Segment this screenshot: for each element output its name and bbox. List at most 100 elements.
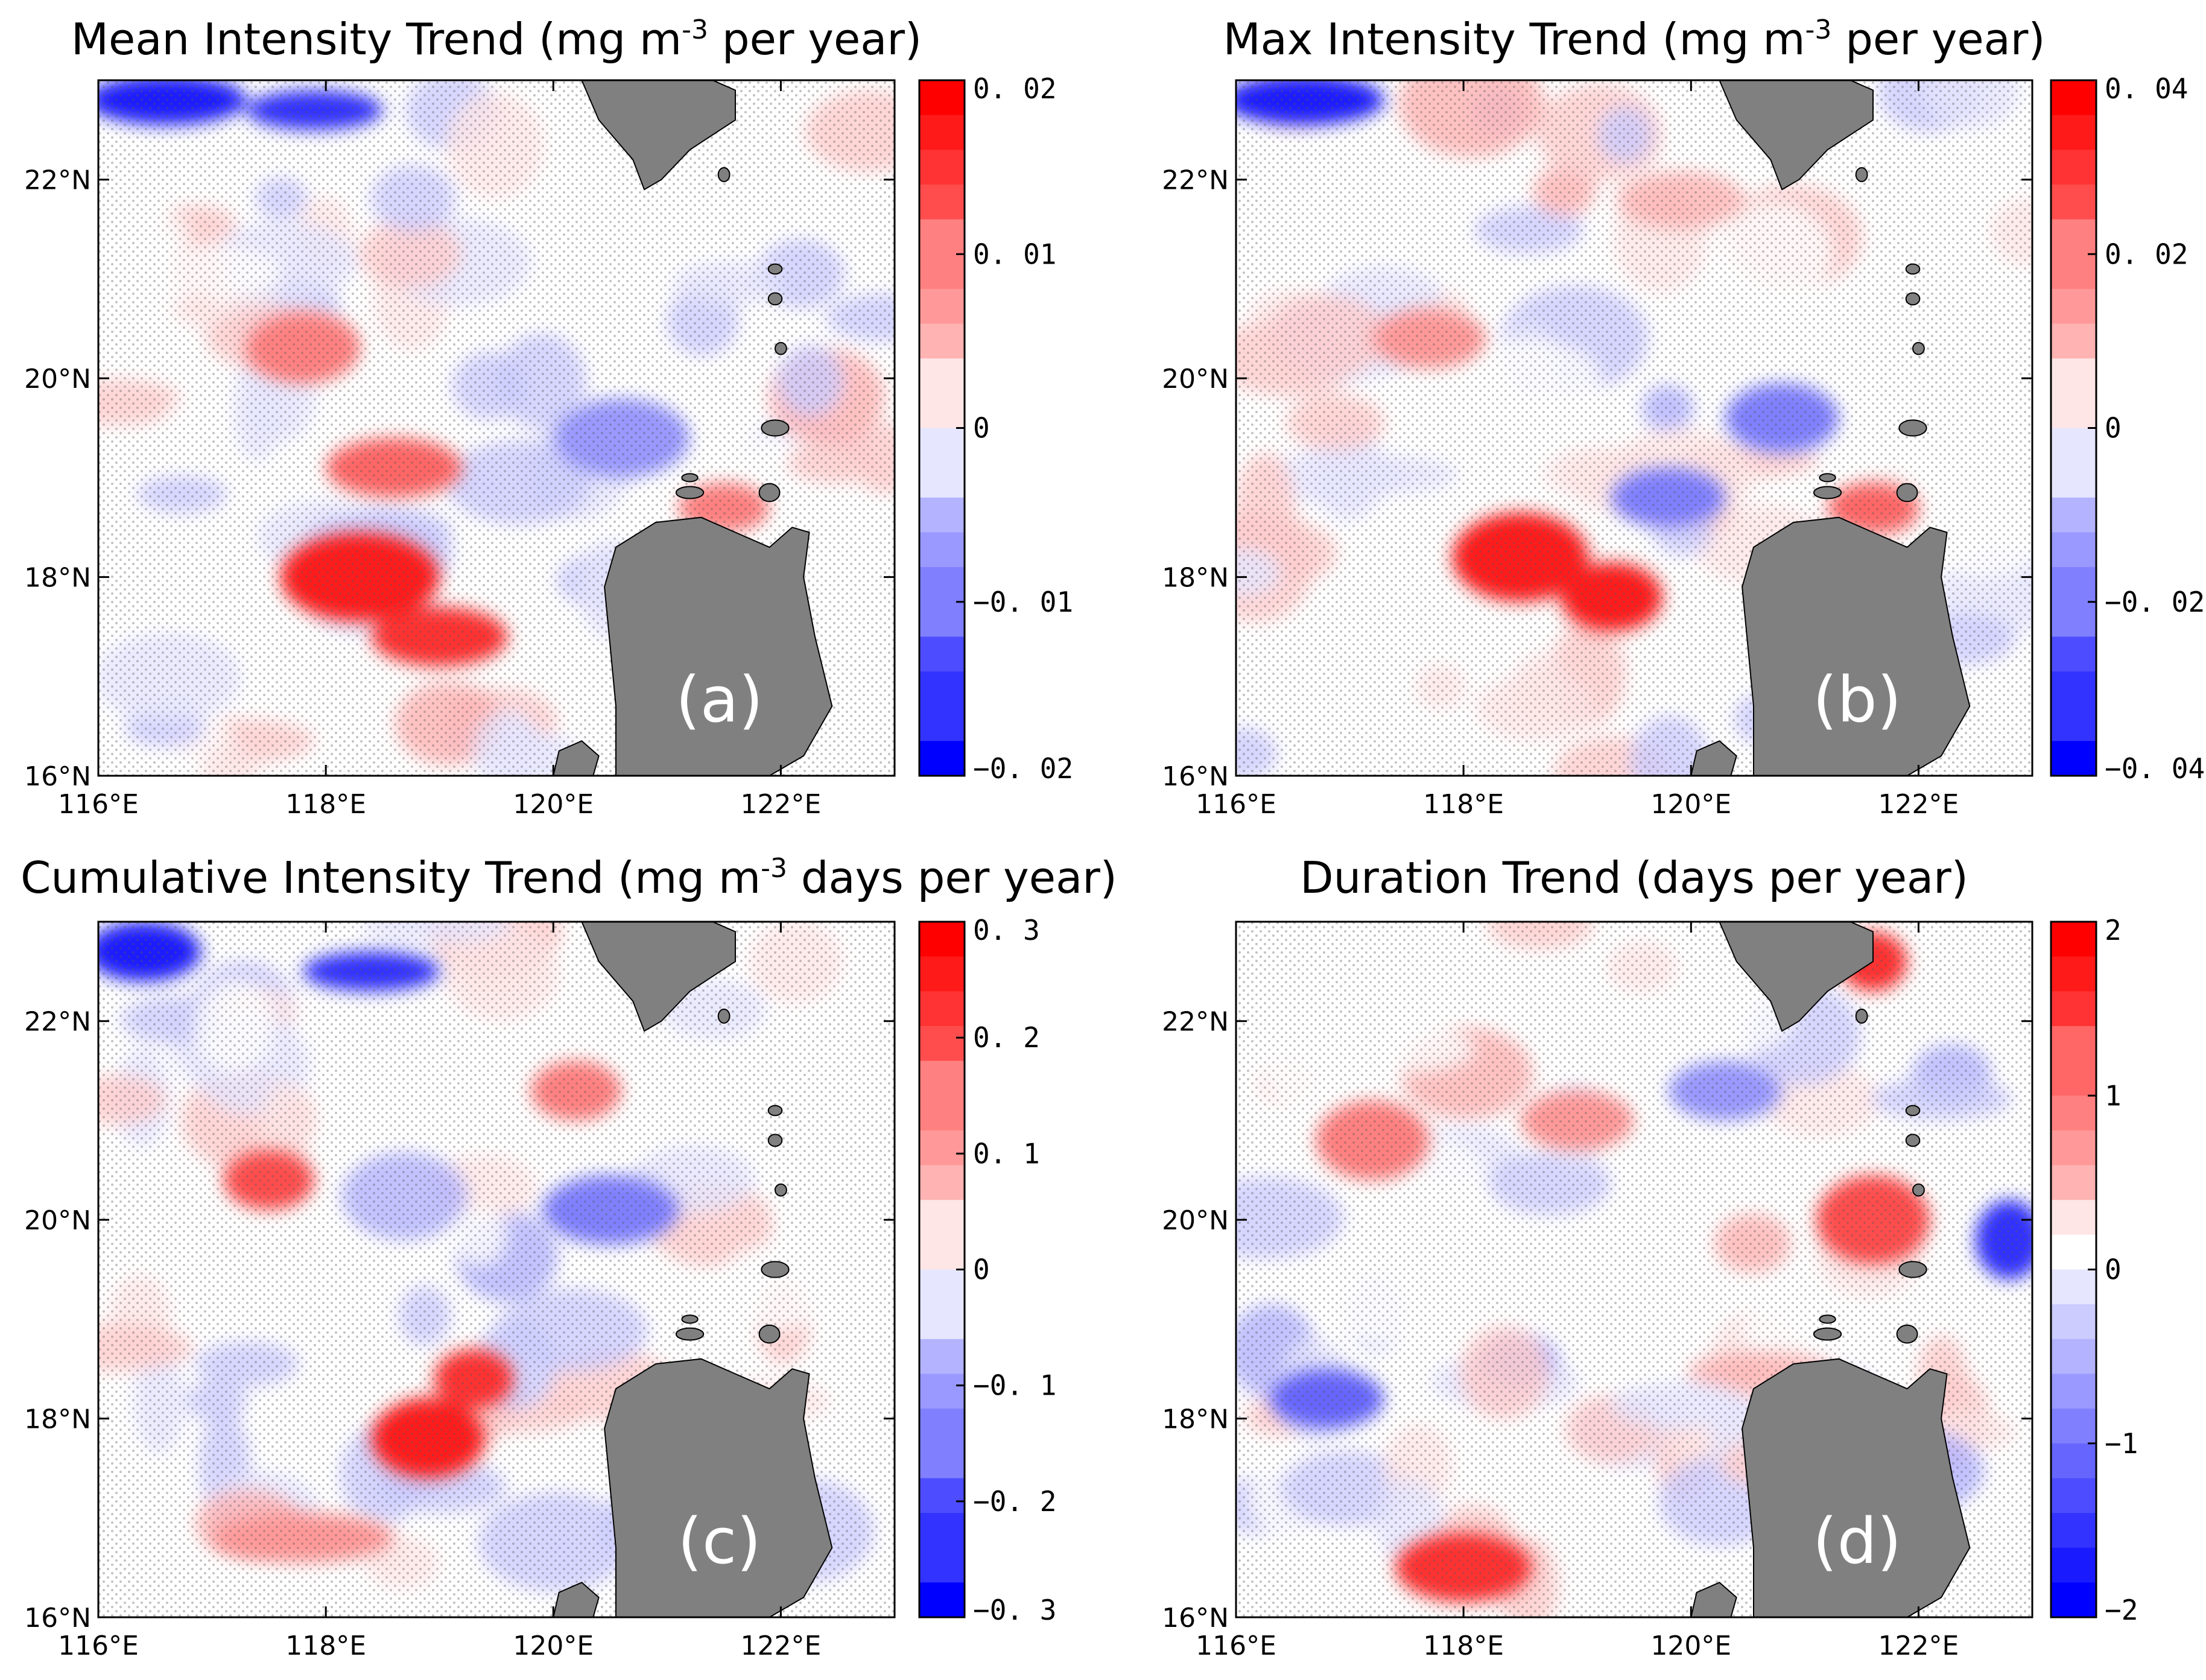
colorbar-segment: [919, 706, 965, 741]
colorbar-segment: [919, 567, 965, 603]
colorbar-segment: [2051, 358, 2096, 394]
map-frame: [1235, 79, 2033, 777]
colorbar-segment: [2051, 184, 2096, 220]
colorbar-segment: [919, 1095, 965, 1131]
colorbar-segment: [2051, 1478, 2096, 1514]
colorbar-segment: [919, 393, 965, 429]
colorbar-tick-label: 0. 02: [973, 72, 1056, 105]
lat-tick-label: 22°N: [1162, 165, 1229, 196]
land-mass: [1690, 1582, 1737, 1617]
colorbar-tick-label: −2: [2105, 1594, 2138, 1626]
colorbar-tick-label: 0. 3: [973, 914, 1040, 946]
lat-tick-label: 20°N: [24, 364, 91, 395]
lon-tick-label: 116°E: [58, 1631, 139, 1661]
colorbar-segment: [919, 219, 965, 255]
panel-letter: (d): [1813, 1504, 1901, 1578]
land-mass: [1742, 516, 1971, 776]
colorbar-segment: [919, 1478, 965, 1514]
island: [767, 1105, 783, 1117]
colorbar-segment: [2051, 956, 2096, 992]
colorbar-segment: [919, 80, 965, 116]
colorbar-segment: [2051, 115, 2096, 150]
land-mass: [1719, 922, 1874, 1032]
colorbar-segment: [919, 1304, 965, 1340]
colorbar: 2 1 0 −1 −2: [2050, 914, 2138, 1626]
colorbar-segment: [919, 532, 965, 568]
island: [1905, 1133, 1921, 1147]
lon-tick-label: 118°E: [1423, 789, 1504, 820]
panel-d-title: Duration Trend (days per year): [1300, 852, 1968, 903]
colorbar-tick-label: 0. 2: [973, 1021, 1040, 1054]
lat-tick-label: 22°N: [24, 1007, 91, 1038]
colorbar-segment: [919, 1025, 965, 1062]
lon-tick-label: 116°E: [1196, 1631, 1276, 1661]
island: [1813, 486, 1842, 499]
colorbar-segment: [919, 1234, 965, 1270]
lat-tick-label: 20°N: [24, 1205, 91, 1236]
map-frame: [97, 79, 896, 777]
colorbar-segment: [2051, 1165, 2096, 1200]
colorbar-segment: [919, 1200, 965, 1235]
lat-tick-label: 16°N: [24, 1603, 91, 1634]
panel-a: Mean Intensity Trend (mg m-3 per year) 1…: [24, 14, 1073, 820]
panel-c: Cumulative Intensity Trend (mg m-3 days …: [21, 852, 1117, 1661]
island: [1855, 166, 1868, 183]
colorbar-segment: [2051, 1374, 2096, 1409]
land-mass: [581, 80, 736, 191]
lon-tick-label: 118°E: [285, 789, 366, 820]
colorbar-segment: [919, 1443, 965, 1479]
island: [761, 1261, 790, 1278]
colorbar-segment: [2051, 1200, 2096, 1235]
colorbar-tick-label: −0. 02: [973, 752, 1073, 785]
lon-tick-label: 118°E: [1423, 1631, 1504, 1661]
colorbar-segment: [2051, 636, 2096, 672]
island: [758, 483, 781, 502]
colorbar-segment: [2051, 497, 2096, 533]
colorbar-segment: [919, 922, 965, 957]
lat-tick-label: 18°N: [24, 1404, 91, 1435]
colorbar-segment: [2051, 567, 2096, 603]
island: [1896, 483, 1918, 502]
island: [675, 486, 705, 499]
island: [1905, 292, 1921, 306]
panel-b-title: Max Intensity Trend (mg m-3 per year): [1223, 14, 2046, 65]
colorbar-segment: [919, 463, 965, 498]
island: [758, 1324, 781, 1344]
map-area: [98, 80, 895, 776]
colorbar-segment: [919, 1374, 965, 1409]
colorbar-segment: [2051, 1513, 2096, 1548]
colorbar-segment: [2051, 1547, 2096, 1583]
map-area: [1236, 80, 2032, 776]
colorbar-segment: [919, 288, 965, 325]
colorbar-segment: [2051, 706, 2096, 741]
colorbar-segment: [919, 254, 965, 290]
colorbar-segment: [2051, 1269, 2096, 1305]
colorbar: 0. 02 0. 01 0 −0. 01 −0. 02: [918, 72, 1073, 785]
colorbar-segment: [919, 428, 965, 463]
colorbar-segment: [2051, 288, 2096, 325]
colorbar-segment: [919, 1130, 965, 1166]
colorbar-segment: [919, 1409, 965, 1444]
island: [675, 1327, 705, 1341]
land-mass: [604, 516, 833, 776]
colorbar-tick-label: 1: [2105, 1079, 2122, 1112]
colorbar-segment: [2051, 1130, 2096, 1166]
colorbar-segment: [2051, 1443, 2096, 1479]
lat-tick-label: 20°N: [1162, 1205, 1229, 1236]
colorbar-tick-label: −0. 1: [973, 1369, 1056, 1402]
lat-tick-label: 22°N: [1162, 1007, 1229, 1038]
lon-tick-label: 122°E: [1878, 789, 1959, 820]
colorbar-segment: [2051, 150, 2096, 185]
colorbar-segment: [919, 991, 965, 1027]
lat-tick-label: 16°N: [1162, 761, 1229, 792]
colorbar-segment: [919, 358, 965, 394]
lon-tick-label: 120°E: [513, 1631, 594, 1661]
colorbar-segment: [919, 323, 965, 359]
colorbar: 0. 04 0. 02 0 −0. 02 −0. 04: [2050, 72, 2205, 785]
land-mass: [604, 1358, 833, 1617]
island: [1898, 1261, 1927, 1278]
colorbar-segment: [919, 115, 965, 150]
island: [1896, 1324, 1918, 1344]
colorbar-tick-label: −0. 2: [973, 1485, 1056, 1518]
island: [1819, 1314, 1836, 1324]
